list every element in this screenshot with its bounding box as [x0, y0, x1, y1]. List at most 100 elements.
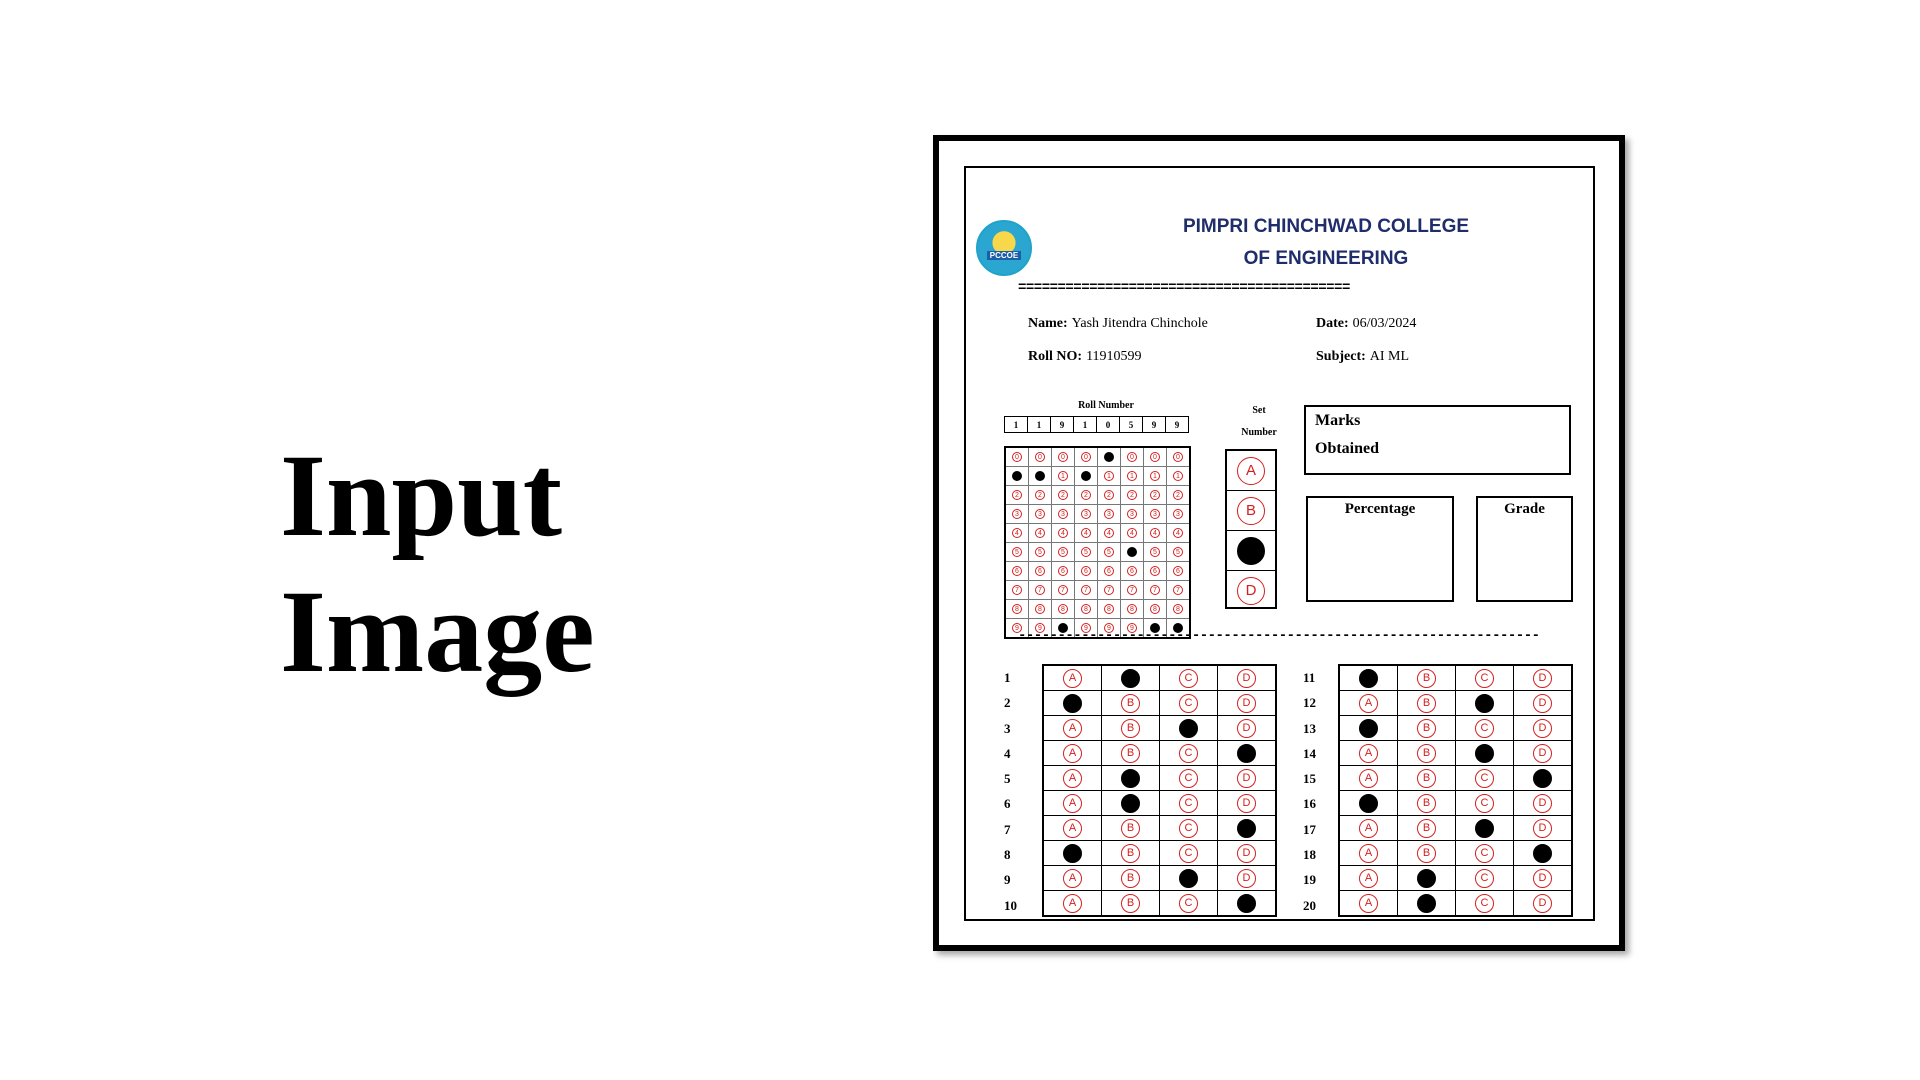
roll-bubble[interactable]: 6 [1173, 566, 1183, 577]
roll-bubble[interactable]: 8 [1104, 604, 1114, 615]
answer-bubble[interactable]: C [1179, 744, 1198, 763]
roll-bubble[interactable]: 6 [1035, 566, 1045, 577]
roll-bubble[interactable]: 4 [1173, 528, 1183, 539]
answer-bubble[interactable]: D [1237, 769, 1256, 788]
answer-bubble-filled[interactable]: D [1237, 819, 1256, 838]
roll-bubble[interactable]: 2 [1035, 490, 1045, 501]
answer-bubble[interactable]: B [1121, 744, 1140, 763]
roll-bubble[interactable]: 1 [1150, 471, 1160, 482]
roll-bubble[interactable]: 6 [1104, 566, 1114, 577]
set-bubble[interactable]: A [1237, 456, 1265, 485]
roll-bubble[interactable]: 4 [1035, 528, 1045, 539]
roll-bubble[interactable]: 0 [1150, 452, 1160, 463]
answer-bubble-filled[interactable]: A [1359, 794, 1378, 813]
roll-bubble[interactable]: 1 [1104, 471, 1114, 482]
answer-bubble-filled[interactable]: B [1417, 894, 1436, 913]
answer-bubble[interactable]: C [1475, 869, 1494, 888]
answer-bubble[interactable]: C [1475, 719, 1494, 738]
roll-bubble[interactable]: 4 [1150, 528, 1160, 539]
roll-bubble[interactable]: 2 [1104, 490, 1114, 501]
roll-bubble[interactable]: 8 [1173, 604, 1183, 615]
answer-bubble[interactable]: C [1179, 844, 1198, 863]
set-bubble-filled[interactable]: C [1237, 536, 1265, 565]
answer-bubble[interactable]: C [1179, 894, 1198, 913]
answer-bubble[interactable]: B [1121, 819, 1140, 838]
roll-bubble[interactable]: 4 [1012, 528, 1022, 539]
answer-bubble[interactable]: B [1121, 869, 1140, 888]
roll-bubble[interactable]: 7 [1150, 585, 1160, 596]
roll-bubble[interactable]: 0 [1058, 452, 1068, 463]
roll-bubble[interactable]: 8 [1035, 604, 1045, 615]
roll-bubble-filled[interactable]: 5 [1127, 547, 1137, 558]
answer-bubble[interactable]: D [1237, 694, 1256, 713]
roll-bubble[interactable]: 3 [1081, 509, 1091, 520]
roll-bubble[interactable]: 1 [1058, 471, 1068, 482]
roll-bubble[interactable]: 9 [1127, 623, 1137, 634]
roll-bubble[interactable]: 3 [1127, 509, 1137, 520]
roll-bubble[interactable]: 5 [1173, 547, 1183, 558]
roll-bubble[interactable]: 6 [1127, 566, 1137, 577]
roll-bubble[interactable]: 1 [1127, 471, 1137, 482]
roll-bubble[interactable]: 8 [1150, 604, 1160, 615]
roll-bubble[interactable]: 2 [1081, 490, 1091, 501]
roll-bubble-filled[interactable]: 0 [1104, 452, 1114, 463]
roll-bubble[interactable]: 0 [1081, 452, 1091, 463]
roll-bubble[interactable]: 9 [1012, 623, 1022, 634]
roll-bubble-filled[interactable]: 1 [1081, 471, 1091, 482]
roll-bubble[interactable]: 5 [1081, 547, 1091, 558]
answer-bubble[interactable]: A [1063, 819, 1082, 838]
answer-bubble[interactable]: C [1179, 794, 1198, 813]
roll-bubble[interactable]: 6 [1081, 566, 1091, 577]
answer-bubble-filled[interactable]: D [1237, 744, 1256, 763]
roll-bubble[interactable]: 7 [1012, 585, 1022, 596]
roll-bubble[interactable]: 0 [1173, 452, 1183, 463]
roll-bubble[interactable]: 3 [1150, 509, 1160, 520]
roll-bubble[interactable]: 3 [1058, 509, 1068, 520]
roll-bubble[interactable]: 3 [1012, 509, 1022, 520]
answer-bubble[interactable]: D [1237, 719, 1256, 738]
roll-bubble[interactable]: 4 [1127, 528, 1137, 539]
set-bubble[interactable]: B [1237, 496, 1265, 525]
roll-bubble-filled[interactable]: 1 [1012, 471, 1022, 482]
roll-bubble[interactable]: 0 [1012, 452, 1022, 463]
roll-bubble[interactable]: 6 [1058, 566, 1068, 577]
roll-bubble[interactable]: 3 [1035, 509, 1045, 520]
answer-bubble[interactable]: D [1533, 744, 1552, 763]
roll-bubble[interactable]: 2 [1058, 490, 1068, 501]
roll-bubble[interactable]: 9 [1081, 623, 1091, 634]
roll-bubble-filled[interactable]: 9 [1173, 623, 1183, 634]
answer-bubble-filled[interactable]: C [1179, 719, 1198, 738]
roll-bubble[interactable]: 2 [1173, 490, 1183, 501]
roll-bubble[interactable]: 2 [1012, 490, 1022, 501]
roll-bubble[interactable]: 5 [1035, 547, 1045, 558]
answer-bubble[interactable]: D [1533, 819, 1552, 838]
answer-bubble[interactable]: A [1063, 794, 1082, 813]
answer-bubble[interactable]: C [1179, 769, 1198, 788]
roll-bubble-filled[interactable]: 9 [1150, 623, 1160, 634]
answer-bubble[interactable]: D [1533, 694, 1552, 713]
roll-bubble[interactable]: 7 [1058, 585, 1068, 596]
answer-bubble[interactable]: B [1417, 719, 1436, 738]
answer-bubble-filled[interactable]: B [1121, 669, 1140, 688]
answer-bubble-filled[interactable]: C [1475, 744, 1494, 763]
roll-bubble-filled[interactable]: 1 [1035, 471, 1045, 482]
answer-bubble[interactable]: C [1475, 794, 1494, 813]
roll-bubble[interactable]: 3 [1173, 509, 1183, 520]
roll-bubble[interactable]: 1 [1173, 471, 1183, 482]
answer-bubble-filled[interactable]: C [1475, 694, 1494, 713]
answer-bubble[interactable]: C [1475, 894, 1494, 913]
roll-bubble[interactable]: 8 [1058, 604, 1068, 615]
answer-bubble-filled[interactable]: C [1179, 869, 1198, 888]
answer-bubble[interactable]: A [1063, 769, 1082, 788]
answer-bubble[interactable]: B [1121, 844, 1140, 863]
roll-bubble[interactable]: 9 [1035, 623, 1045, 634]
answer-bubble[interactable]: D [1237, 844, 1256, 863]
answer-bubble[interactable]: A [1359, 869, 1378, 888]
answer-bubble-filled[interactable]: A [1063, 844, 1082, 863]
roll-bubble[interactable]: 4 [1104, 528, 1114, 539]
answer-bubble[interactable]: A [1359, 744, 1378, 763]
answer-bubble-filled[interactable]: B [1121, 769, 1140, 788]
answer-bubble[interactable]: A [1359, 844, 1378, 863]
roll-bubble[interactable]: 7 [1081, 585, 1091, 596]
answer-bubble[interactable]: B [1121, 894, 1140, 913]
